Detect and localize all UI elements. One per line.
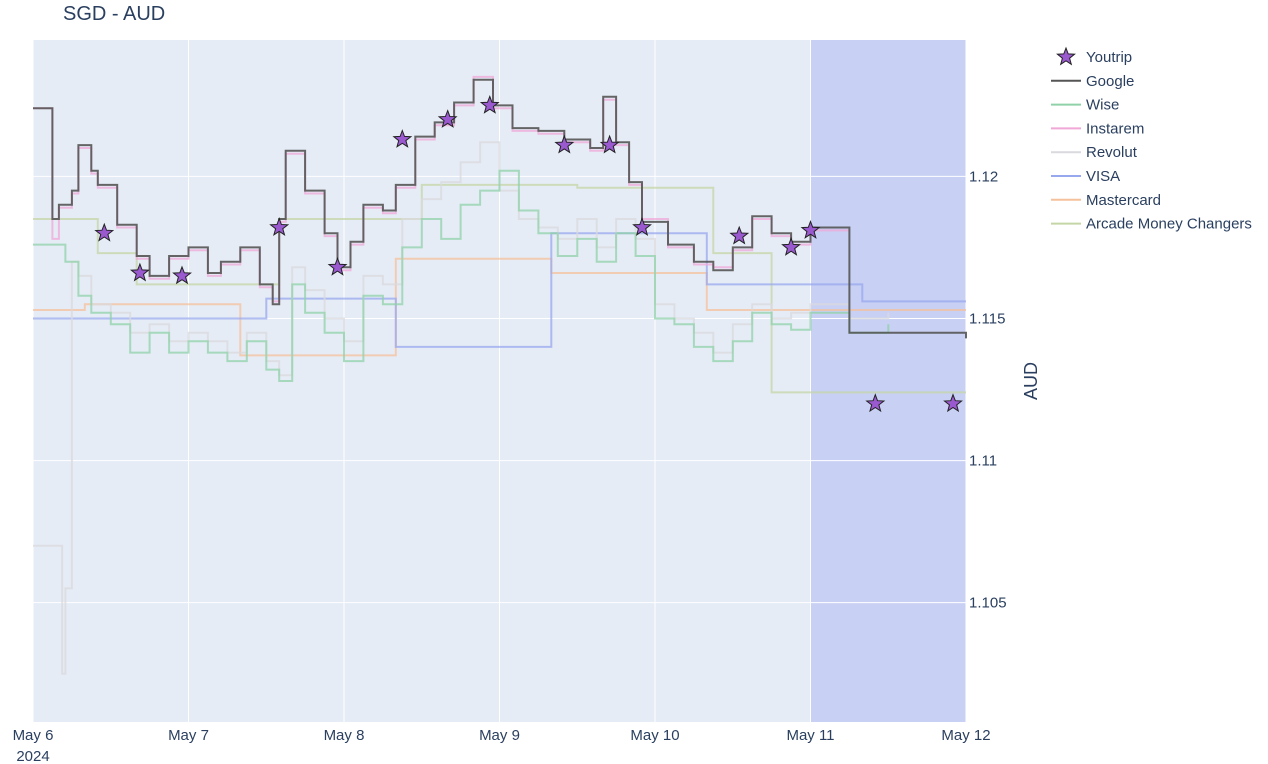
legend-item-wise[interactable]: Wise bbox=[1051, 97, 1119, 114]
legend-item-google[interactable]: Google bbox=[1051, 73, 1134, 90]
youtrip-star-point bbox=[865, 393, 886, 413]
x-tick-label: May 8 bbox=[324, 727, 365, 744]
youtrip-star-point bbox=[392, 129, 413, 148]
legend-label: Youtrip bbox=[1086, 49, 1132, 66]
shaded-region bbox=[810, 40, 966, 722]
x-tick-label: May 6 bbox=[13, 727, 54, 744]
chart-title: SGD - AUD bbox=[63, 3, 165, 25]
youtrip-star-point bbox=[943, 393, 963, 413]
legend-label: Wise bbox=[1086, 97, 1119, 114]
youtrip-star-point bbox=[599, 134, 620, 154]
legend-label: Instarem bbox=[1086, 120, 1144, 137]
youtrip-star-point bbox=[781, 236, 801, 256]
x-tick-label: May 11 bbox=[786, 727, 834, 744]
x-tick-label: May 7 bbox=[168, 727, 209, 744]
x-axis: May 6 May 7 May 8 May 9 May 10 May 11 May 12 bbox=[13, 727, 991, 744]
youtrip-star-point bbox=[269, 217, 290, 236]
legend-item-youtrip[interactable]: Youtrip bbox=[1056, 46, 1132, 66]
legend-label: Mastercard bbox=[1086, 192, 1161, 209]
youtrip-star-point bbox=[172, 265, 192, 285]
youtrip-star-point bbox=[94, 222, 115, 242]
youtrip-star-point bbox=[437, 109, 458, 128]
legend-label: Arcade Money Changers bbox=[1086, 216, 1252, 233]
x-tick-sublabel: 2024 bbox=[16, 748, 49, 764]
series-line-wise bbox=[33, 169, 890, 382]
legend-item-instarem[interactable]: Instarem bbox=[1051, 120, 1144, 137]
youtrip-star-point bbox=[479, 94, 500, 114]
legend-item-revolut[interactable]: Revolut bbox=[1051, 144, 1138, 161]
youtrip-star-point bbox=[327, 256, 348, 276]
legend-item-visa[interactable]: VISA bbox=[1051, 168, 1120, 185]
y-tick-label: 1.105 bbox=[969, 595, 1007, 612]
series-line-visa bbox=[33, 232, 966, 348]
legend-label: Google bbox=[1086, 73, 1134, 90]
youtrip-star-point bbox=[800, 219, 821, 239]
y-axis: 1.105 1.11 1.115 1.12 bbox=[969, 168, 1007, 611]
y-tick-label: 1.12 bbox=[969, 168, 998, 185]
youtrip-star-point bbox=[554, 134, 575, 154]
legend: Youtrip Google Wise Instarem Revolut VISA Mast… bbox=[1051, 46, 1252, 233]
youtrip-star-point bbox=[729, 225, 750, 245]
legend-item-mastercard[interactable]: Mastercard bbox=[1051, 192, 1161, 209]
series-line-google bbox=[33, 78, 967, 339]
legend-label: VISA bbox=[1086, 168, 1120, 185]
x-tick-label: May 9 bbox=[479, 727, 520, 744]
legend-label: Revolut bbox=[1086, 144, 1138, 161]
x-tick-label: May 10 bbox=[630, 727, 679, 744]
legend-item-arcade-money-changers[interactable]: Arcade Money Changers bbox=[1051, 216, 1252, 233]
y-tick-label: 1.11 bbox=[969, 453, 997, 470]
youtrip-star-point bbox=[632, 217, 652, 236]
youtrip-star-point bbox=[129, 262, 150, 282]
series-layer bbox=[33, 75, 967, 675]
y-tick-label: 1.115 bbox=[969, 310, 1005, 327]
y-axis-title: AUD bbox=[1021, 362, 1041, 400]
x-tick-label: May 12 bbox=[941, 727, 990, 744]
legend-star-icon bbox=[1056, 46, 1076, 66]
